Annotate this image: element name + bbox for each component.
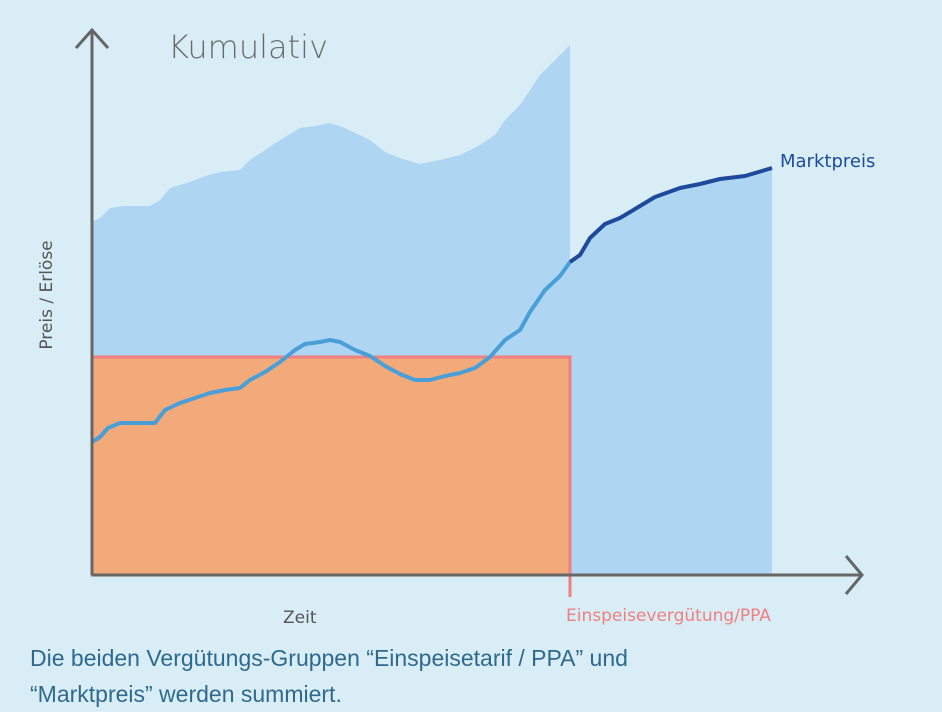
fixed-tariff-label: Einspeisevergütung/PPA <box>566 606 771 626</box>
x-axis-label: Zeit <box>283 608 317 628</box>
price-line-fixed-period <box>90 260 572 444</box>
caption: Die beiden Vergütungs-Gruppen “Einspeise… <box>30 640 628 712</box>
caption-line-2: “Marktpreis” werden summiert. <box>30 681 342 707</box>
fixed-tariff-area <box>90 355 572 577</box>
diagram-title: Kumulativ <box>168 28 328 66</box>
axes <box>74 27 864 595</box>
market-price-label: Marktpreis <box>780 151 876 172</box>
y-axis-label: Preis / Erlöse <box>37 240 57 350</box>
caption-line-1: Die beiden Vergütungs-Gruppen “Einspeise… <box>30 645 628 671</box>
market-price-line <box>568 166 773 264</box>
